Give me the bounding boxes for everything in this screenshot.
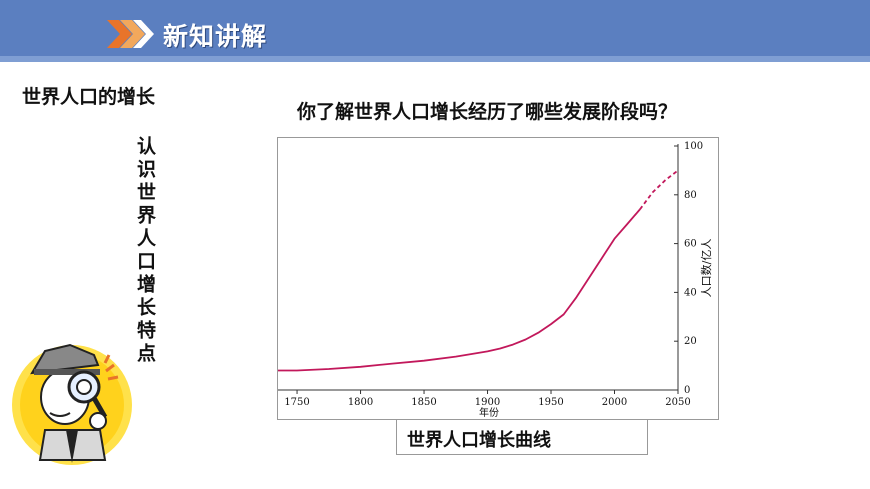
x-tick-label: 1900: [475, 397, 500, 408]
y-tick-label: 80: [684, 190, 697, 201]
x-tick-label: 1850: [411, 397, 436, 408]
x-axis-label: 年份: [479, 406, 499, 419]
y-tick-label: 60: [684, 239, 697, 250]
header-title: 新知讲解: [163, 22, 268, 51]
chart-caption: 世界人口增长曲线: [407, 430, 551, 451]
chevron-arrows-icon: [107, 20, 154, 48]
chart-caption-box: 世界人口增长曲线: [396, 419, 648, 455]
population-projection-line: [639, 169, 679, 210]
population-chart-frame: 1750 1800 1850 1900 1950 2000 2050 0 20 40 60 80 10…: [277, 137, 719, 420]
x-tick-label: 1950: [538, 397, 563, 408]
header-bar: 新知讲解: [0, 0, 870, 62]
y-tick-label: 20: [684, 336, 697, 347]
population-chart: 1750 1800 1850 1900 1950 2000 2050 0 20 40 60 80 10…: [278, 141, 713, 419]
section-title: 世界人口的增长: [22, 86, 156, 108]
y-tick-label: 0: [684, 385, 690, 396]
y-axis-label: 人口数/亿人: [700, 239, 713, 298]
y-tick-label: 40: [684, 287, 697, 298]
population-line: [278, 208, 641, 372]
x-tick-label: 2000: [602, 397, 627, 408]
detective-cartoon-icon: [12, 343, 132, 465]
x-tick-label: 1800: [348, 397, 373, 408]
question-text: 你了解世界人口增长经历了哪些发展阶段吗？: [297, 101, 678, 123]
vertical-label: 认识世界人口增长特点: [134, 136, 156, 366]
x-tick-label: 1750: [284, 397, 309, 408]
header-underline: [0, 56, 870, 62]
y-tick-label: 100: [684, 141, 703, 152]
x-tick-label: 2050: [665, 397, 690, 408]
